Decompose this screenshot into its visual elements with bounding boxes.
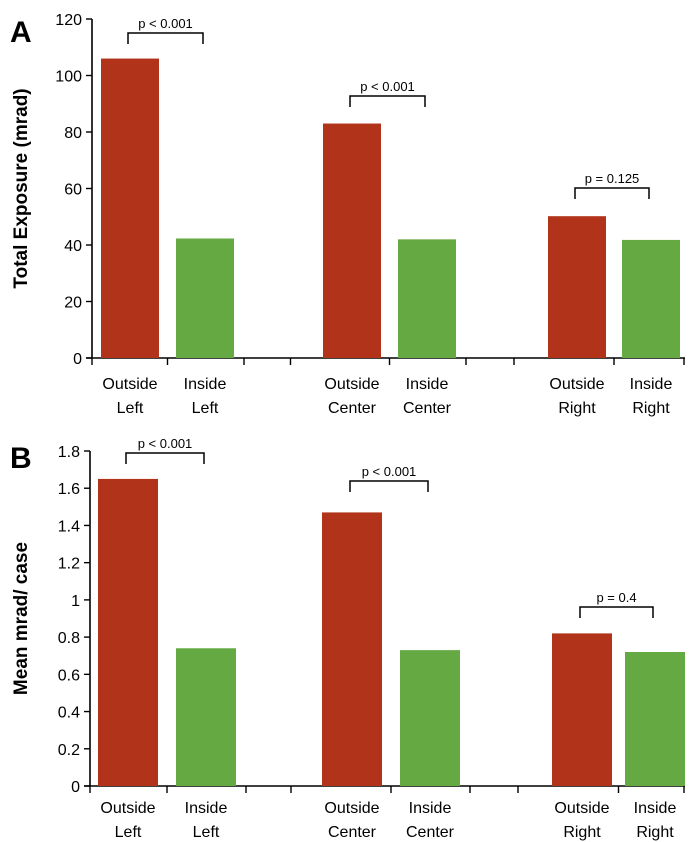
panel-a-category-label: Inside	[406, 376, 449, 393]
panel-b-category-label: Outside	[554, 800, 609, 817]
panel-a-category-label: Left	[117, 400, 144, 417]
panel-b-p-value-label: p = 0.4	[596, 590, 636, 605]
panel-b-category-label: Left	[193, 824, 220, 841]
panel-b-category-label: Outside	[100, 800, 155, 817]
panel-a-category-label: Inside	[184, 376, 227, 393]
panel-b-y-tick-label: 0.6	[58, 667, 80, 684]
panel-a-category-label: Outside	[549, 376, 604, 393]
panel-b-bar-inside	[176, 648, 236, 786]
panel-b-y-tick-label: 1.8	[58, 444, 80, 461]
panel-b-letter: B	[10, 442, 32, 475]
panel-a-category-label: Right	[558, 400, 596, 417]
panel-b-y-tick-label: 1	[71, 593, 80, 610]
panel-a-y-axis-label: Total Exposure (mrad)	[11, 88, 32, 288]
panel-a-category-label: Right	[632, 400, 670, 417]
panel-b-category-label: Inside	[185, 800, 228, 817]
panel-a-y-tick-label: 40	[64, 238, 82, 255]
panel-b-category-label: Center	[328, 824, 377, 841]
panel-a-y-tick-label: 60	[64, 182, 82, 199]
panel-a-y-tick-label: 20	[64, 295, 82, 312]
panel-b-y-tick-label: 0.8	[58, 630, 80, 647]
panel-b-bar-outside	[552, 633, 612, 786]
panel-b-y-tick-label: 1.2	[58, 556, 80, 573]
panel-b-significance-bracket	[125, 452, 205, 464]
panel-a-letter: A	[10, 16, 32, 49]
panel-b-y-tick-label: 1.4	[58, 518, 80, 535]
panel-a-category-label: Center	[403, 400, 452, 417]
panel-a-bar-outside	[101, 58, 159, 359]
panel-a-bar-inside	[622, 239, 680, 358]
panel-b-bar-inside	[400, 650, 460, 786]
panel-a-y-tick-label: 120	[55, 12, 82, 29]
panel-a-category-label: Center	[328, 400, 377, 417]
panel-b-category-label: Center	[406, 824, 455, 841]
panel-b-p-value-label: p < 0.001	[362, 464, 417, 479]
panel-a-bar-inside	[398, 239, 456, 358]
panel-b-y-axis-label: Mean mrad/ case	[11, 542, 32, 695]
panel-b-significance-bracket	[579, 606, 654, 618]
panel-a-significance-bracket	[349, 95, 426, 107]
panel-a-y-tick-label: 100	[55, 69, 82, 86]
panel-a-category-label: Left	[192, 400, 219, 417]
panel-b-y-tick-label: 0.2	[58, 742, 80, 759]
panel-b-category-label: Inside	[409, 800, 452, 817]
panel-b-category-label: Outside	[324, 800, 379, 817]
panel-a-category-label: Inside	[630, 376, 673, 393]
panel-b-category-label: Inside	[634, 800, 677, 817]
panel-a-p-value-label: p = 0.125	[585, 171, 640, 186]
panel-b-category-label: Right	[563, 824, 601, 841]
panel-b-significance-bracket	[349, 480, 429, 492]
panel-a-bar-outside	[323, 123, 381, 359]
panel-a-significance-bracket	[574, 187, 650, 199]
panel-b-y-tick-label: 1.6	[58, 481, 80, 498]
panel-a-category-label: Outside	[324, 376, 379, 393]
panel-b-y-tick-label: 0	[71, 779, 80, 796]
panel-b-bar-outside	[98, 478, 158, 786]
panel-a-y-tick-label: 0	[73, 351, 82, 368]
panel-a-p-value-label: p < 0.001	[138, 16, 193, 31]
panel-b-bar-inside	[625, 652, 685, 786]
panel-b-category-label: Left	[115, 824, 142, 841]
panel-b-y-tick-label: 0.4	[58, 705, 80, 722]
panel-b-category-label: Right	[636, 824, 674, 841]
panel-a-significance-bracket	[127, 32, 204, 44]
panel-a-bar-outside	[548, 216, 606, 358]
panel-a-y-tick-label: 80	[64, 125, 82, 142]
panel-a-category-label: Outside	[102, 376, 157, 393]
panel-a-p-value-label: p < 0.001	[360, 79, 415, 94]
panel-b-p-value-label: p < 0.001	[138, 436, 193, 451]
panel-a-bar-inside	[176, 238, 234, 358]
panel-b-bar-outside	[322, 512, 382, 786]
